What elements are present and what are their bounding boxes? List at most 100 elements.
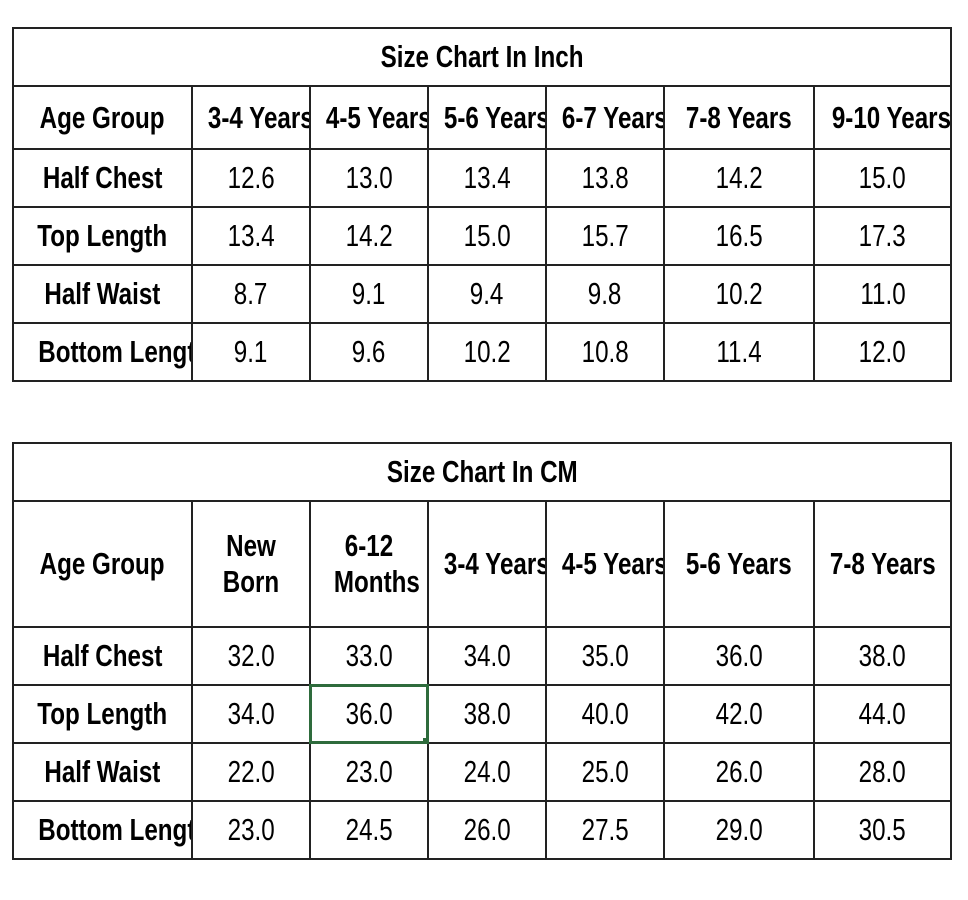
header-cell-text: 7-8 Years [829,546,936,582]
size-table: Size Chart In CM Age Group New Born 6-12 Mo… [11,442,953,860]
value-cell: 11.0 [812,264,953,324]
value-cell-text: 9.6 [352,334,386,370]
selected-cell: 36.0 [309,684,429,744]
value-cell: 29.0 [663,800,815,860]
value-cell: 12.0 [812,322,953,382]
data-row: Bottom Length 23.0 24.5 26.0 27.5 29.0 30.5 [12,800,953,860]
value-cell-text: 24.0 [463,754,511,790]
value-cell-text: 10.8 [581,334,629,370]
value-cell-text: 8.7 [234,276,268,312]
value-cell-text: 36.0 [345,696,393,732]
header-cell-text: 4-5 Years [325,99,428,135]
header-cell-text: 5-6 Years [443,99,546,135]
header-cell: 7-8 Years [812,500,953,628]
header-cell-text: 3-4 Years [207,99,310,135]
value-cell-text: 10.2 [715,276,763,312]
value-cell-text: 15.7 [581,218,629,254]
value-cell-text: 9.1 [234,334,268,370]
value-cell: 22.0 [191,742,311,802]
value-cell-text: 24.5 [345,812,393,848]
row-label: Half Chest [12,626,193,686]
value-cell: 10.8 [545,322,665,382]
value-cell-text: 23.0 [227,812,275,848]
value-cell-text: 13.4 [463,160,511,196]
data-row: Half Chest 32.0 33.0 34.0 35.0 36.0 38.0 [12,626,953,686]
value-cell-text: 28.0 [858,754,907,790]
value-cell: 26.0 [427,800,547,860]
header-cell: Age Group [12,500,193,628]
value-cell: 8.7 [191,264,311,324]
header-cell-text: 3-4 Years [443,546,546,582]
header-cell: 4-5 Years [309,85,429,150]
header-row: Age Group New Born 6-12 Months 3-4 Years 4-5… [12,500,953,628]
value-cell: 32.0 [191,626,311,686]
title-row: Size Chart In CM [11,442,953,502]
value-cell: 24.5 [309,800,429,860]
value-cell: 27.5 [545,800,665,860]
value-cell: 9.1 [191,322,311,382]
header-cell-text: New Born [222,528,280,599]
value-cell: 11.4 [663,322,815,382]
header-cell-text: 9-10 Years [831,99,952,135]
value-cell: 36.0 [663,626,815,686]
header-cell-text: 4-5 Years [561,546,664,582]
header-cell: New Born [191,500,311,628]
value-cell: 42.0 [663,684,815,744]
value-cell: 23.0 [191,800,311,860]
title-row: Size Chart In Inch [11,27,953,87]
value-cell-text: 13.0 [345,160,393,196]
header-cell: Age Group [12,85,193,150]
value-cell-text: 9.4 [470,276,504,312]
data-row: Half Waist 8.7 9.1 9.4 9.8 10.2 11.0 [12,264,953,324]
value-cell-text: 10.2 [463,334,511,370]
value-cell-text: 44.0 [858,696,907,732]
value-cell: 9.1 [309,264,429,324]
value-cell: 40.0 [545,684,665,744]
value-cell-text: 15.0 [858,160,907,196]
value-cell: 23.0 [309,742,429,802]
row-label: Top Length [12,206,193,266]
data-row: Top Length 13.4 14.2 15.0 15.7 16.5 17.3 [12,206,953,266]
table-title: Size Chart In Inch [11,27,953,87]
value-cell: 13.4 [427,148,547,208]
value-cell: 30.5 [812,800,953,860]
row-label-text: Half Waist [44,276,161,312]
value-cell: 17.3 [812,206,953,266]
value-cell-text: 12.6 [227,160,275,196]
row-label: Half Chest [12,148,193,208]
header-cell: 6-12 Months [309,500,429,628]
value-cell-text: 34.0 [463,638,511,674]
data-row: Half Chest 12.6 13.0 13.4 13.8 14.2 15.0 [12,148,953,208]
value-cell-text: 23.0 [345,754,393,790]
value-cell: 38.0 [427,684,547,744]
value-cell-text: 17.3 [858,218,907,254]
row-label: Top Length [12,684,193,744]
row-label: Bottom Length [12,322,193,382]
value-cell-text: 16.5 [715,218,763,254]
value-cell-text: 9.1 [352,276,386,312]
data-row: Top Length 34.0 36.0 38.0 40.0 42.0 44.0 [12,684,953,744]
size-table: Size Chart In Inch Age Group 3-4 Years 4-5 … [11,27,953,382]
value-cell-text: 14.2 [715,160,763,196]
value-cell-text: 30.5 [858,812,907,848]
value-cell-text: 40.0 [581,696,629,732]
value-cell: 38.0 [812,626,953,686]
value-cell-text: 35.0 [581,638,629,674]
value-cell-text: 9.8 [588,276,622,312]
value-cell-text: 26.0 [463,812,511,848]
row-label-text: Half Chest [42,160,163,196]
value-cell: 9.8 [545,264,665,324]
header-cell-text: Age Group [40,99,165,135]
header-cell: 7-8 Years [663,85,815,150]
row-label-text: Half Waist [44,754,161,790]
value-cell-text: 15.0 [463,218,511,254]
value-cell-text: 11.4 [716,334,762,370]
value-cell-text: 11.0 [859,276,906,312]
value-cell-text: 34.0 [227,696,275,732]
row-label-text: Top Length [37,218,168,254]
value-cell-text: 14.2 [345,218,393,254]
data-row: Bottom Length 9.1 9.6 10.2 10.8 11.4 12.0 [12,322,953,382]
header-cell: 9-10 Years [812,85,953,150]
value-cell: 24.0 [427,742,547,802]
